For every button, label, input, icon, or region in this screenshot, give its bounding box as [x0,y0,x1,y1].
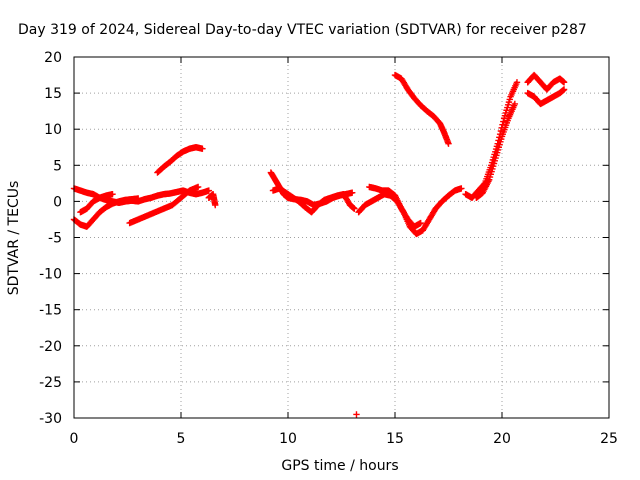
y-tick-label: -10 [39,267,62,283]
y-tick-label: 0 [53,194,62,210]
y-tick-label: -5 [48,231,62,247]
y-axis-label: SDTVAR / TECUs [6,181,22,296]
series-trace-j [366,183,424,230]
y-tick-label: -15 [39,303,62,319]
x-tick-label: 5 [177,431,186,447]
series-trace-n [524,71,568,93]
data-point [513,79,521,86]
axis-ticks [73,56,610,419]
series-trace-o [524,86,568,108]
data-point [349,189,356,196]
y-tick-label: -25 [39,375,62,391]
y-tick-label: -20 [39,339,62,355]
x-tick-label: 10 [279,431,297,447]
y-tick-label: 15 [44,86,62,102]
series-trace-k [391,71,452,147]
data-point [194,183,202,191]
data-point [205,187,213,194]
series-trace-h [269,185,358,216]
grid [74,57,609,418]
y-tick-label: 5 [53,158,62,174]
series-trace-c [77,190,116,216]
series-outlier [353,411,360,418]
x-axis-label: GPS time / hours [281,458,398,474]
y-tick-label: 20 [44,50,62,66]
series-trace-e [154,144,206,176]
chart-title: Day 319 of 2024, Sidereal Day-to-day VTE… [18,22,587,38]
x-tick-label: 20 [493,431,511,447]
tick-labels: 0 5 10 15 20 25 -30 -25 -20 -15 -10 -5 0 5 10 15 20 [39,50,618,447]
series-trace-b [70,195,142,230]
data-points [70,71,568,418]
data-point [560,86,568,93]
series-trace-l [462,79,521,201]
x-tick-label: 25 [600,431,618,447]
series-trace-d [126,183,202,227]
series-trace-i [355,185,465,238]
data-point [135,195,142,202]
data-point [109,190,116,198]
series-trace-m [473,100,519,201]
data-point [199,145,206,152]
data-point [560,79,568,86]
y-tick-label: -30 [39,411,62,427]
data-point [445,140,452,147]
data-point [458,185,465,192]
y-tick-label: 10 [44,122,62,138]
data-point [417,219,424,227]
data-point [500,118,507,125]
x-tick-label: 0 [70,431,79,447]
data-point [212,201,219,209]
x-tick-label: 15 [386,431,404,447]
data-point [353,411,360,418]
data-point [351,205,358,212]
data-point [511,100,519,108]
series-trace-f [205,190,219,209]
